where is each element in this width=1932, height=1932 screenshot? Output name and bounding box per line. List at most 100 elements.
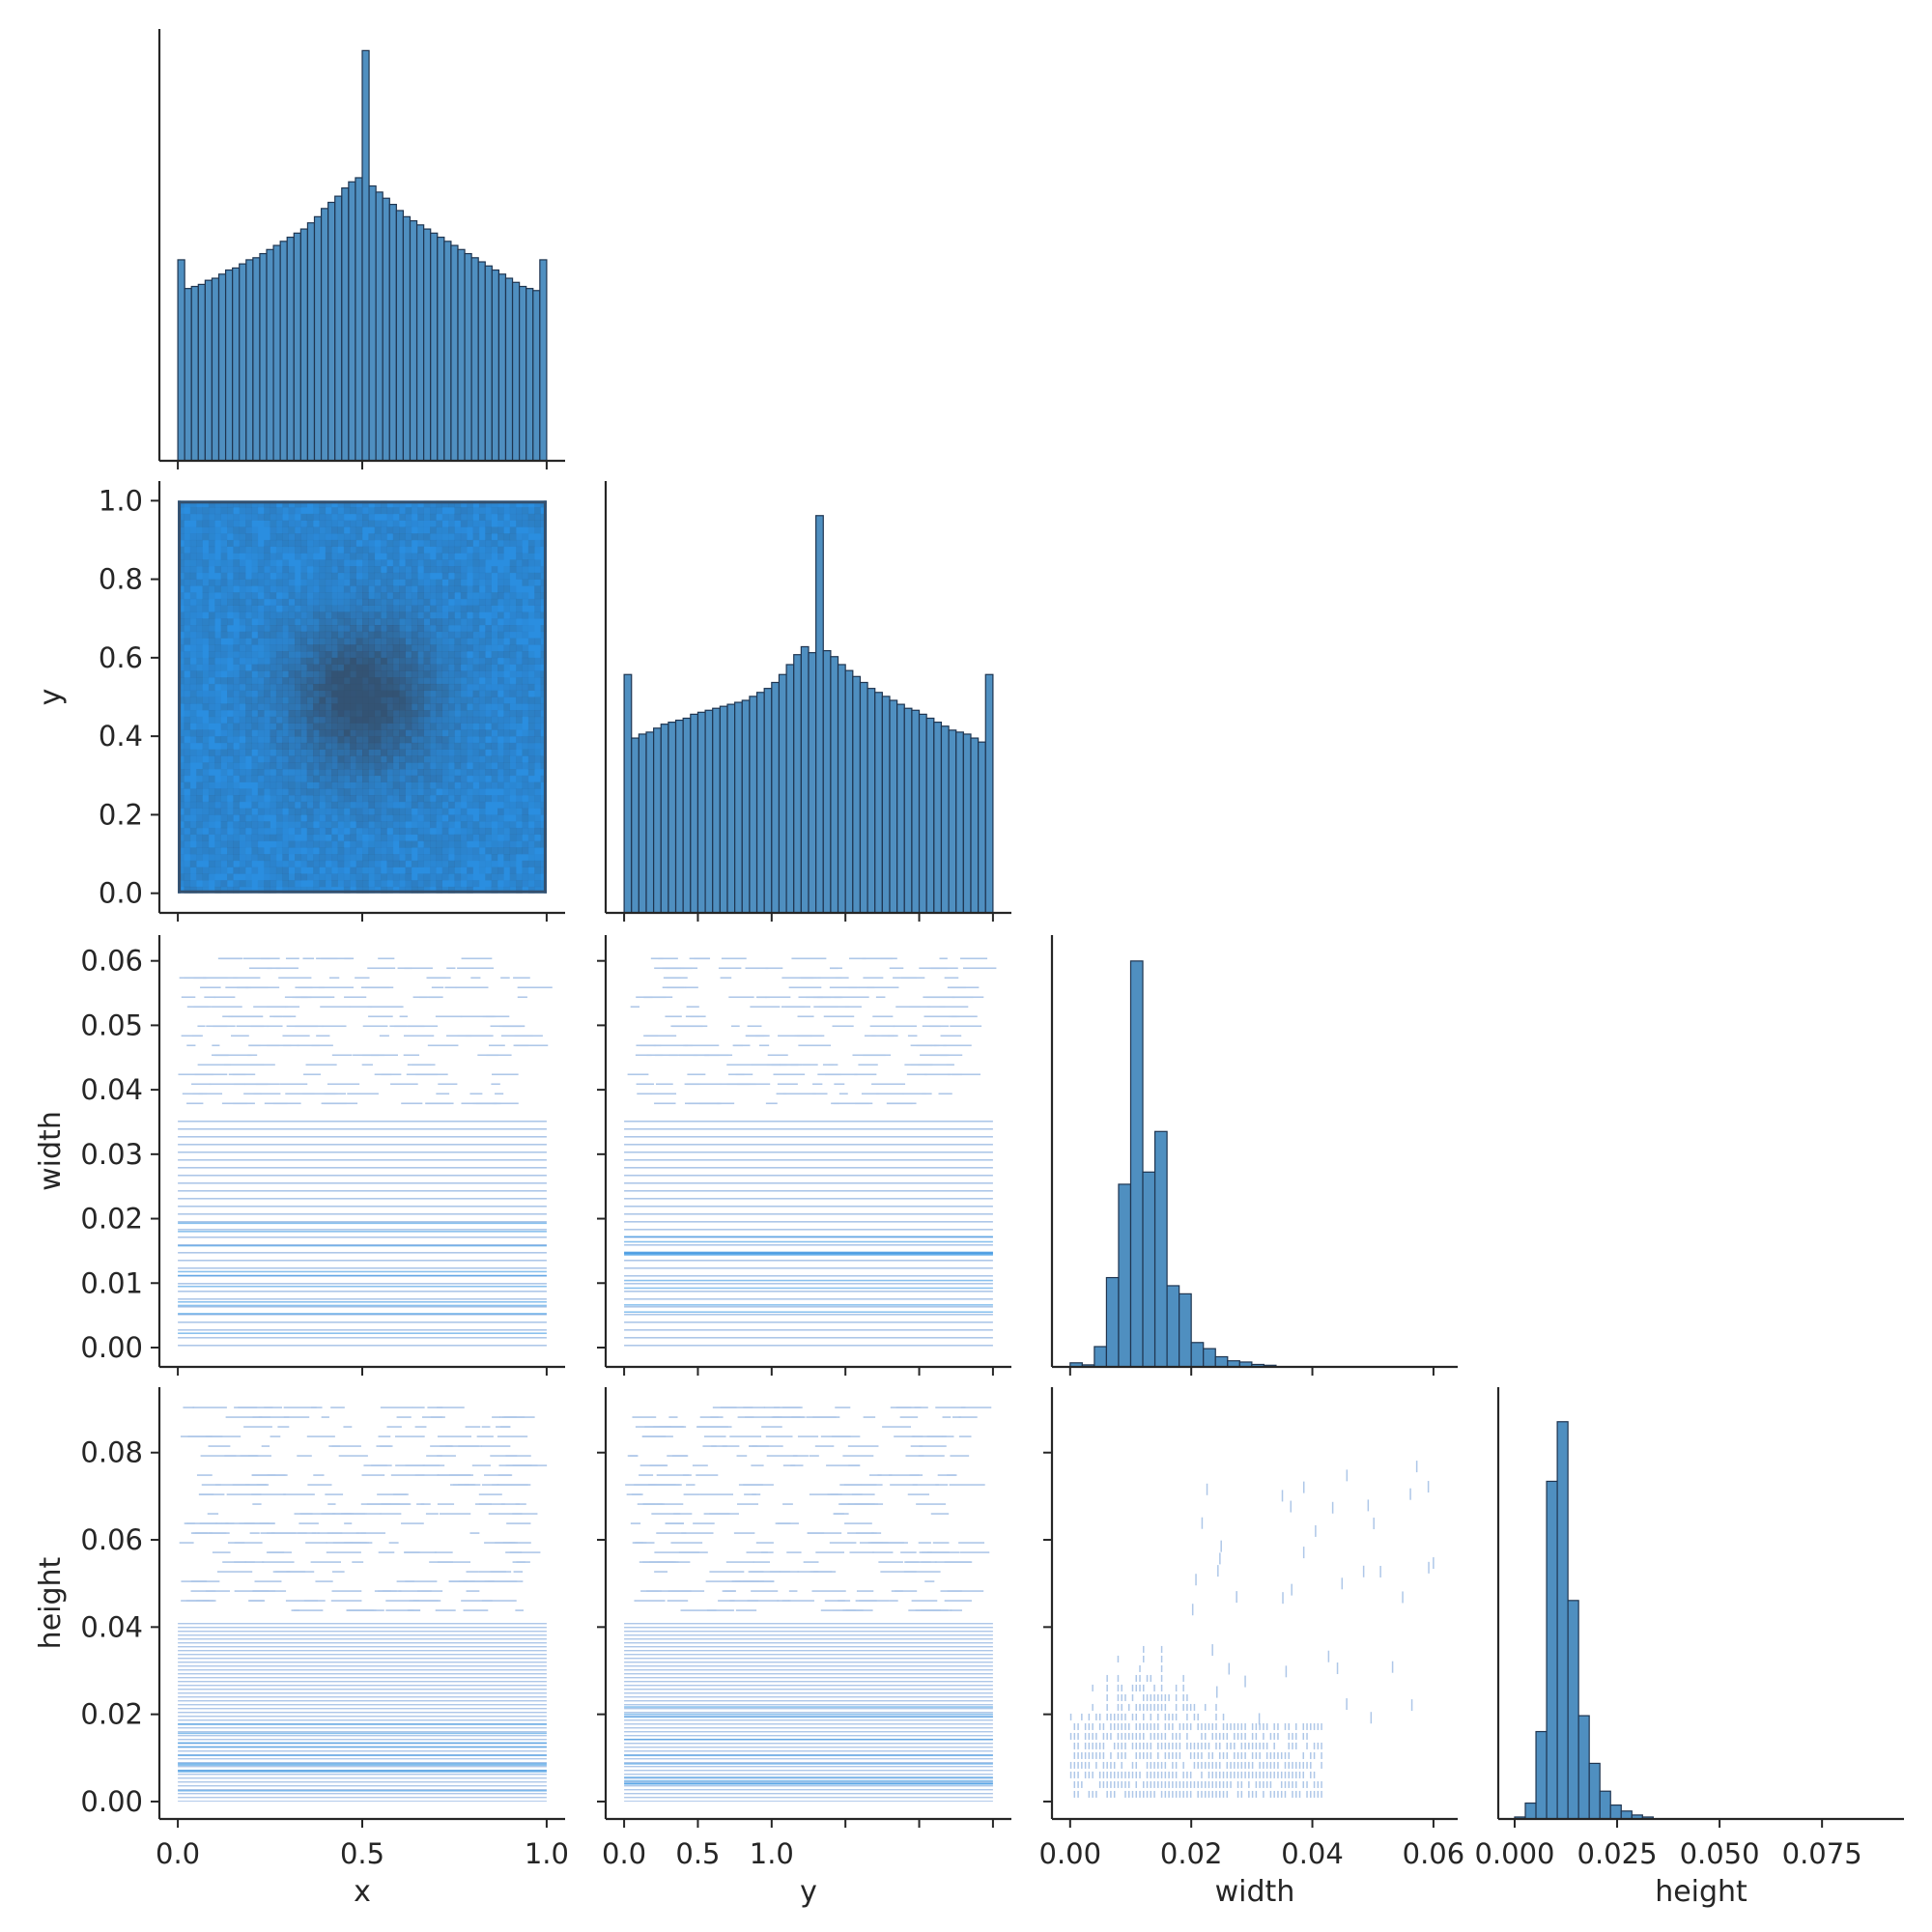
hist2d-mark (1197, 1742, 1199, 1749)
xy-hist2d-cell (300, 572, 308, 580)
xy-hist2d-cell (516, 840, 523, 848)
xy-hist2d-cell (460, 808, 468, 815)
xy-hist2d-cell (337, 755, 345, 763)
hist2d-dash (461, 1102, 497, 1105)
xy-hist2d-cell (534, 781, 541, 789)
xy-hist2d-cell (325, 605, 332, 612)
xy-hist2d-cell (239, 729, 246, 737)
hist2d-dash (653, 1044, 688, 1047)
xy-hist2d-cell (325, 827, 332, 836)
hist2d-dash (294, 1609, 324, 1611)
x-hist-bar (526, 288, 534, 462)
xy-hist2d-cell (460, 664, 468, 671)
xy-hist2d-cell (392, 873, 400, 881)
xy-hist2d-cell (417, 775, 424, 782)
xy-hist2d-cell (275, 749, 283, 756)
hist2d-dash (751, 1590, 779, 1592)
hist2d-mark (1124, 1771, 1126, 1778)
hist2d-dash (635, 1054, 652, 1057)
xy-hist2d-cell (478, 808, 486, 815)
xy-hist2d-cell (257, 710, 265, 718)
xy-hist2d-cell (448, 703, 455, 711)
xy-hist2d-cell (436, 644, 443, 652)
hist2d-mark (1215, 1742, 1217, 1749)
xy-hist2d-cell (540, 631, 548, 639)
xy-hist2d-cell (184, 605, 191, 612)
xy-hist2d-cell (362, 572, 369, 580)
xy-hist2d-cell (368, 749, 376, 756)
xy-hist2d-cell (381, 618, 387, 626)
xy-hist2d-cell (270, 742, 277, 750)
xy-hist2d-cell (417, 553, 424, 560)
hist2d-dash (889, 967, 904, 970)
xy-hist2d-cell (337, 520, 345, 527)
xy-hist2d-cell (534, 840, 541, 848)
xy-hist2d-cell (300, 520, 308, 527)
hist2d-stripes (178, 1622, 547, 1802)
xy-hist2d-cell (392, 677, 400, 685)
xy-hist2d-cell (540, 677, 548, 685)
xy-hist2d-cell (381, 873, 387, 881)
hist2d-band (178, 1746, 547, 1748)
hist2d-mark (1313, 1790, 1316, 1798)
xy-hist2d-cell (485, 526, 492, 534)
xy-hist2d-cell (497, 507, 504, 515)
xy-hist2d-cell (325, 703, 332, 711)
xy-hist2d-cell (337, 559, 345, 567)
hist2d-dash (791, 957, 827, 960)
xy-hist2d-cell (405, 755, 412, 763)
xy-hist2d-cell (300, 677, 308, 685)
hist2d-dash (248, 1044, 261, 1047)
xy-hist2d-cell (423, 723, 431, 730)
xy-hist2d-cell (270, 677, 277, 685)
xy-hist2d-cell (509, 867, 517, 874)
hist2d-dash (267, 1044, 299, 1047)
xy-hist2d-cell (527, 880, 535, 888)
xy-hist2d-cell (430, 670, 437, 678)
y-tick-label: 0.4 (99, 720, 143, 753)
hist2d-dash (435, 1015, 463, 1018)
hist2d-dash (926, 1435, 947, 1437)
xy-hist2d-cell (178, 781, 185, 789)
xy-hist2d-cell (257, 795, 265, 803)
hist2d-dash (929, 967, 958, 970)
xy-hist2d-cell (178, 670, 185, 678)
hist2d-mark (1175, 1761, 1178, 1769)
xy-hist2d-cell (184, 742, 191, 750)
hist2d-dash (744, 1493, 756, 1495)
xy-hist2d-cell (270, 618, 277, 626)
xy-hist2d-cell (189, 710, 197, 718)
y-tick-label: 0.02 (80, 1203, 143, 1236)
xy-hist2d-cell (196, 690, 203, 697)
xy-hist2d-cell (491, 873, 498, 881)
hist2d-band (624, 1236, 993, 1237)
hist2d-dash (722, 1445, 740, 1447)
xy-hist2d-cell (282, 729, 289, 737)
xy-hist2d-cell (331, 755, 338, 763)
xy-hist2d-cell (491, 664, 498, 671)
xy-hist2d-cell (275, 611, 283, 619)
xy-hist2d-cell (337, 657, 345, 665)
hist2d-dash (820, 1435, 851, 1437)
xy-hist2d-cell (319, 690, 327, 697)
xy-hist2d-cell (233, 762, 241, 770)
xy-hist2d-cell (257, 847, 265, 855)
xy-hist2d-cell (184, 625, 191, 633)
hist2d-dash (849, 957, 867, 960)
hist2d-dash (267, 1025, 283, 1028)
hist2d-dash (255, 1064, 275, 1066)
x-hist-bar (313, 215, 323, 462)
xy-hist2d-cell (282, 880, 289, 888)
xy-hist2d-cell (331, 808, 338, 815)
xy-hist2d-cell (178, 873, 185, 881)
xy-hist2d-cell (503, 566, 511, 574)
xy-hist2d-cell (355, 513, 363, 521)
xy-hist2d-cell (448, 762, 455, 770)
hist2d-mark (1110, 1771, 1112, 1778)
xy-hist2d-cell (189, 651, 197, 659)
xy-hist2d-cell (485, 638, 492, 645)
hist2d-dash (932, 1542, 950, 1544)
hist2d-dash (950, 1025, 982, 1028)
xy-hist2d-cell (417, 605, 424, 612)
hist2d-mark (1153, 1771, 1155, 1778)
